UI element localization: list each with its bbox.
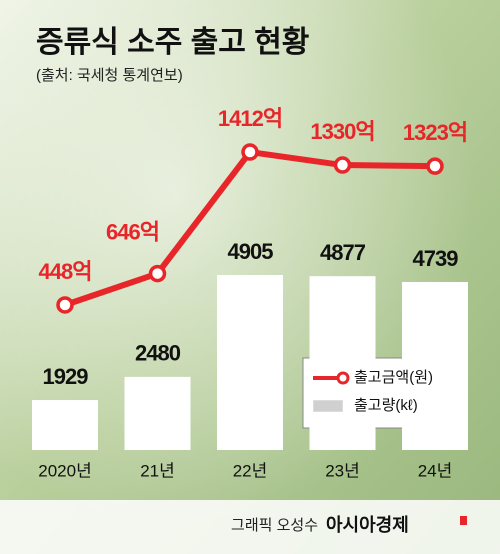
x-tick-label: 23년 — [325, 461, 360, 480]
brand: 아시아경제 — [326, 515, 409, 535]
credit: 그래픽 오성수 — [231, 517, 318, 534]
bar — [309, 276, 376, 450]
x-tick-label: 21년 — [140, 461, 175, 480]
bar-value-label: 2480 — [135, 341, 181, 366]
bar-value-label: 4877 — [320, 240, 366, 265]
bar — [217, 275, 283, 450]
bar — [402, 281, 468, 450]
line-value-label: 1412억 — [218, 106, 282, 131]
bar-value-label: 4739 — [413, 246, 459, 271]
chart-title: 증류식 소주 출고 현황 — [36, 26, 309, 59]
line-point — [148, 264, 167, 283]
chart-subtitle: (출처: 국세청 통계연보) — [36, 67, 183, 84]
legend-label: 출고량(kℓ) — [354, 397, 418, 414]
line-value-label: 1323억 — [403, 120, 467, 145]
line-value-label: 448억 — [39, 259, 92, 284]
bar-value-label: 1929 — [43, 364, 89, 389]
line-point — [56, 296, 74, 314]
bar-value-label: 4905 — [228, 239, 274, 264]
bar — [124, 376, 191, 450]
line-value-label: 646억 — [106, 219, 159, 244]
legend-swatch — [312, 399, 344, 413]
x-tick-label: 22년 — [233, 461, 268, 480]
legend-label: 출고금액(원) — [354, 369, 433, 386]
footer-band — [0, 500, 500, 554]
line-point — [426, 157, 444, 175]
brand-mark — [460, 516, 467, 525]
bar — [32, 400, 98, 450]
line-point — [333, 156, 352, 174]
line-value-label: 1330억 — [310, 119, 374, 144]
legend-marker — [336, 371, 350, 385]
line-point — [241, 143, 259, 161]
x-tick-label: 2020년 — [38, 461, 91, 480]
x-tick-label: 24년 — [418, 461, 453, 480]
